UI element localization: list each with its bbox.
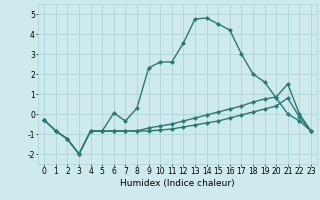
X-axis label: Humidex (Indice chaleur): Humidex (Indice chaleur) xyxy=(120,179,235,188)
